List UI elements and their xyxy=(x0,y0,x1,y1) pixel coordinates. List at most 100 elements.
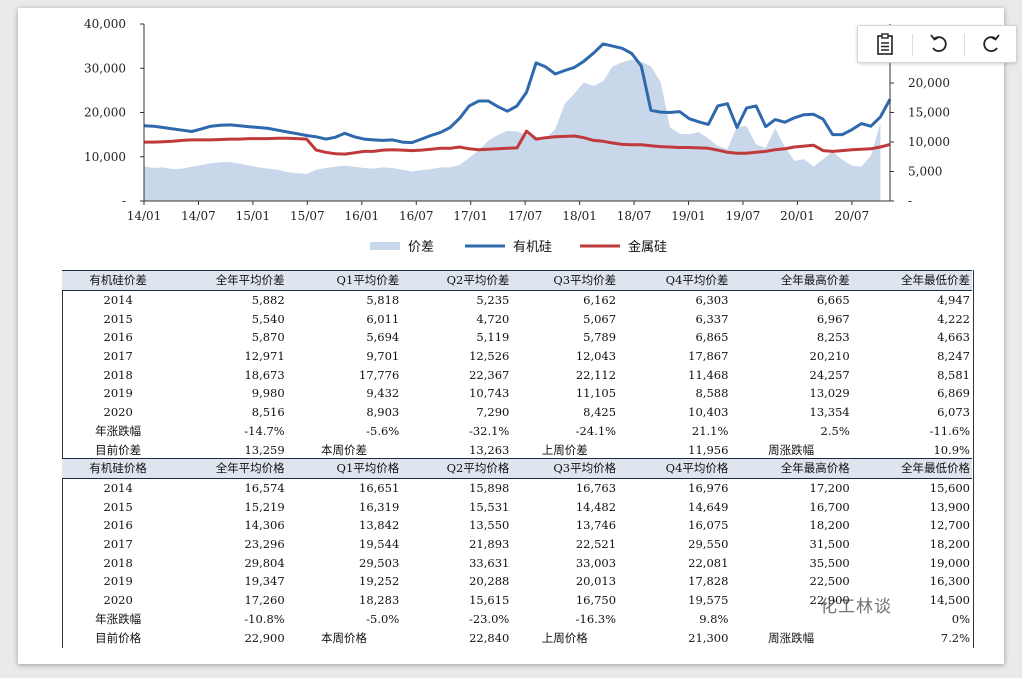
table-cell: 14,306 xyxy=(244,518,285,533)
table-cell: 6,337 xyxy=(695,311,729,326)
table-cell: 22,081 xyxy=(688,555,729,570)
table-cell: 35,500 xyxy=(809,555,850,570)
x-tick-label: 14/01 xyxy=(127,209,162,223)
row-label: 年涨跌幅 xyxy=(95,611,142,626)
table-cell: -11.6% xyxy=(929,423,970,438)
table-cell: 5,119 xyxy=(476,330,510,345)
table-row: 2019 19,347 19,252 20,288 20,013 17,828 22,500… xyxy=(62,572,972,591)
table-cell: 22,112 xyxy=(575,367,617,382)
legend-swatch-spread xyxy=(370,242,400,250)
column-header: Q3平均价差 xyxy=(511,270,619,291)
table-cell: 6,869 xyxy=(937,386,970,401)
table-row: 2017 12,971 9,701 12,526 12,043 17,867 20,210 8… xyxy=(62,347,972,366)
current-value: 10.9% xyxy=(933,442,970,457)
table-row: 2019 9,980 9,432 10,743 11,105 8,588 13,029 6,8… xyxy=(62,384,972,403)
table-row: 2014 16,574 16,651 15,898 16,763 16,976 17,200… xyxy=(62,478,972,497)
table-cell: 6,967 xyxy=(816,311,850,326)
table-cell: 22,500 xyxy=(809,574,850,589)
y-right-tick-label: - xyxy=(908,194,912,208)
x-tick-label: 20/07 xyxy=(835,209,870,223)
table-cell: 16,976 xyxy=(688,481,729,496)
current-value: 13,263 xyxy=(469,442,510,457)
undo-icon[interactable] xyxy=(922,31,956,57)
table-cell: 15,219 xyxy=(244,499,285,514)
legend-label: 有机硅 xyxy=(513,240,552,255)
row-label: 2019 xyxy=(103,386,133,401)
table-cell: 6,665 xyxy=(816,293,850,308)
table-cell: 18,673 xyxy=(244,367,285,382)
clipboard-icon[interactable] xyxy=(868,31,902,57)
row-label: 2017 xyxy=(103,537,133,552)
table-cell: -10.8% xyxy=(244,611,285,626)
table-cell: 19,544 xyxy=(359,537,400,552)
x-tick-label: 15/01 xyxy=(236,209,271,223)
chart-toolbar xyxy=(857,25,1017,63)
current-value: 7.2% xyxy=(940,630,970,645)
column-header: Q4平均价格 xyxy=(618,458,731,479)
row-label: 年涨跌幅 xyxy=(95,423,142,438)
y-left-tick-label: 40,000 xyxy=(84,17,126,31)
y-right-tick-label: 15,000 xyxy=(908,106,950,120)
legend-label: 金属硅 xyxy=(628,239,667,255)
table-cell: 29,503 xyxy=(359,555,400,570)
table-row: 年涨跌幅 -10.8% -5.0% -23.0% -16.3% 9.8% 0% xyxy=(62,610,972,629)
table-cell: 13,029 xyxy=(809,386,850,401)
table-cell: 16,319 xyxy=(359,499,400,514)
redo-icon[interactable] xyxy=(974,31,1008,57)
table-cell: 5,789 xyxy=(583,330,617,345)
series-spread-area xyxy=(144,59,881,202)
column-header: 有机硅价格 xyxy=(62,458,175,479)
column-header: 全年最低价差 xyxy=(851,270,972,291)
current-label: 本周价差 xyxy=(320,442,367,457)
table-cell: 33,003 xyxy=(575,555,617,570)
table-cell: 7,290 xyxy=(476,405,510,420)
table-cell: 10,403 xyxy=(688,405,729,420)
table-cell: 6,162 xyxy=(583,293,617,308)
row-label: 2019 xyxy=(103,574,133,589)
table-cell: 17,260 xyxy=(244,593,285,608)
table-cell: 19,347 xyxy=(244,574,285,589)
x-tick-label: 19/07 xyxy=(726,209,761,223)
column-header: 有机硅价差 xyxy=(62,270,175,291)
column-header: 全年最高价格 xyxy=(730,458,852,479)
column-header: 全年平均价差 xyxy=(174,270,287,291)
table-cell: 14,482 xyxy=(575,499,617,514)
table-cell: 5,694 xyxy=(366,330,400,345)
current-value: 13,259 xyxy=(244,442,285,457)
table-cell: 5,882 xyxy=(251,293,285,308)
table-cell: -24.1% xyxy=(575,423,617,438)
price-table: 有机硅价格 全年平均价格 Q1平均价格 Q2平均价格 Q3平均价格 Q4平均价格 全年最高价… xyxy=(62,458,972,647)
table-cell: 16,750 xyxy=(575,593,617,608)
table-cell: 22,521 xyxy=(575,537,617,552)
table-row: 2016 14,306 13,842 13,550 13,746 16,075 18,200… xyxy=(62,516,972,535)
legend-label: 价差 xyxy=(408,240,434,255)
table-cell: 5,235 xyxy=(476,293,510,308)
x-tick-label: 18/07 xyxy=(617,209,652,223)
spread-table: 有机硅价差 全年平均价差 Q1平均价差 Q2平均价差 Q3平均价差 Q4平均价差 全年最高价… xyxy=(62,270,972,459)
x-tick-label: 14/07 xyxy=(181,209,216,223)
table-row: 2018 18,673 17,776 22,367 22,112 11,468 24,257… xyxy=(62,365,972,384)
table-cell: 4,720 xyxy=(476,311,510,326)
table-row: 2018 29,804 29,503 33,631 33,003 22,081 35,500… xyxy=(62,553,972,572)
table-cell: 18,200 xyxy=(929,537,970,552)
y-right-tick-label: 10,000 xyxy=(908,135,950,149)
table-cell: 13,354 xyxy=(809,405,850,420)
table-row: 2015 15,219 16,319 15,531 14,482 14,649 16,700… xyxy=(62,497,972,516)
y-left-tick-label: - xyxy=(122,194,126,208)
table-header-row: 有机硅价差 全年平均价差 Q1平均价差 Q2平均价差 Q3平均价差 Q4平均价差 全年最高价… xyxy=(62,270,972,291)
table-cell: 14,500 xyxy=(929,593,970,608)
price-spread-chart: - 10,000 20,000 30,000 40,000 - 5,000 10,000 15,… xyxy=(84,17,950,255)
table-cell: 19,000 xyxy=(929,555,970,570)
x-tick-label: 15/07 xyxy=(290,209,325,223)
y-left-tick-label: 10,000 xyxy=(84,150,126,164)
table-cell: 8,581 xyxy=(937,367,970,382)
y-left-tick-label: 30,000 xyxy=(84,61,126,75)
y-right-tick-label: 5,000 xyxy=(908,165,942,179)
current-label: 周涨跌幅 xyxy=(768,630,815,645)
table-row: 2017 23,296 19,544 21,893 22,521 29,550 31,500… xyxy=(62,535,972,554)
column-header: Q2平均价格 xyxy=(401,458,512,479)
table-cell: 19,575 xyxy=(688,593,729,608)
table-row: 2015 5,540 6,011 4,720 5,067 6,337 6,967 4,222 xyxy=(62,309,972,328)
row-label: 2018 xyxy=(103,555,133,570)
table-cell: 16,763 xyxy=(575,481,617,496)
